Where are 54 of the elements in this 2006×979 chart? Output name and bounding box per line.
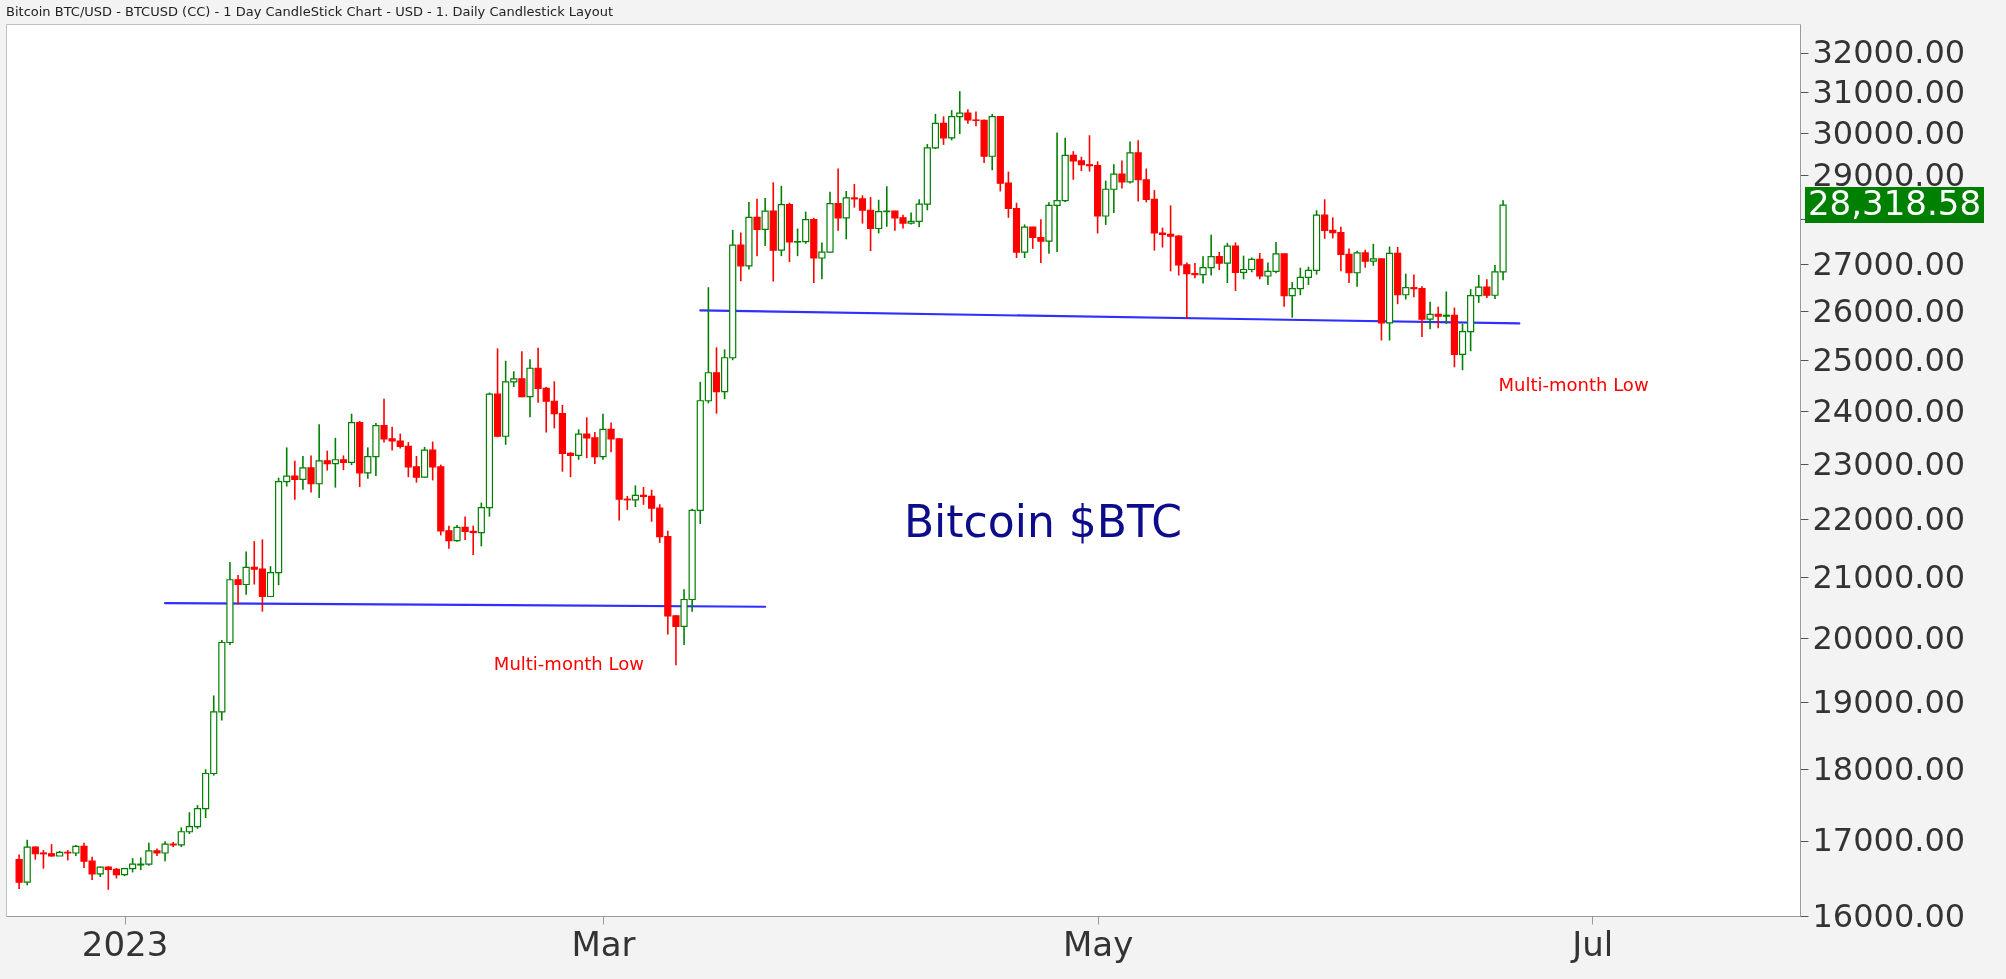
annotation: Multi-month Low [493,653,644,675]
y-tick-label: 32000.00 [1812,33,1966,72]
candlestick [323,449,331,472]
y-tick-label: 23000.00 [1812,444,1966,483]
candlestick [1369,243,1377,267]
y-tick-label: 27000.00 [1812,244,1966,283]
annotation: Bitcoin $BTC [903,495,1182,547]
candlestick [518,350,526,398]
candlestick [1118,159,1126,190]
candlestick [1223,242,1231,284]
candlestick [631,484,639,508]
y-tick-label: 21000.00 [1812,557,1966,596]
chart-title: Bitcoin BTC/USD - BTCUSD (CC) - 1 Day CandleStick Chart - USD - 1. Daily Candlestick Layout [6,4,614,19]
candlestick [1483,278,1491,299]
candlestick [64,849,72,862]
candlestick [242,550,250,596]
x-tick-label: May [1062,923,1134,964]
candlestick [1426,301,1434,331]
candlestick [1256,252,1264,281]
x-tick-label: Mar [571,923,636,964]
candlestick [315,423,323,499]
candlestick [842,190,850,241]
candlestick [307,454,315,494]
y-tick-label: 30000.00 [1812,113,1966,152]
candlestick [1402,272,1410,301]
candlestick [331,437,339,489]
candlestick [15,853,23,890]
y-tick-label: 24000.00 [1812,391,1966,430]
y-tick-label: 16000.00 [1812,896,1966,935]
candlestick [575,428,583,461]
y-tick-label: 19000.00 [1812,682,1966,721]
x-tick-label: 2023 [81,923,169,964]
candlestick [737,231,745,282]
y-tick-label: 20000.00 [1812,618,1966,657]
y-tick-label: 17000.00 [1812,821,1966,860]
x-tick-label: Jul [1570,923,1614,964]
y-tick-label: 26000.00 [1812,291,1966,330]
candlestick [1353,249,1361,288]
y-tick-label: 25000.00 [1812,340,1966,379]
candlestick [161,840,169,862]
candlestick [1442,290,1450,325]
y-tick-label: 31000.00 [1812,72,1966,111]
annotation: Multi-month Low [1498,374,1649,396]
candlestick [712,346,721,415]
candlestick [761,197,769,247]
y-tick-label: 18000.00 [1812,749,1966,788]
candlestick [291,460,299,501]
candlestick [1434,305,1442,330]
candlestick [834,167,842,232]
y-tick-label: 22000.00 [1812,499,1966,538]
candlestick [753,198,761,257]
candlestick [234,574,242,606]
candlestick [299,455,307,491]
candlestick [939,115,948,146]
